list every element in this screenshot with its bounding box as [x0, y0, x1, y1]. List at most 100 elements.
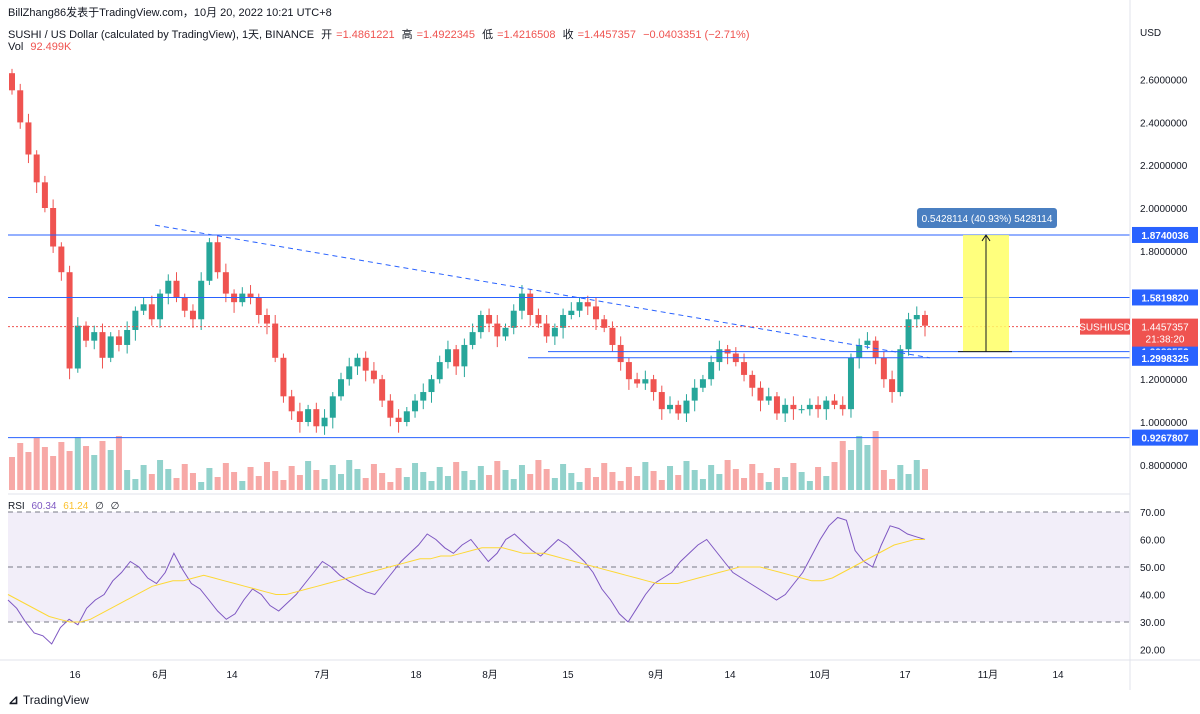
candle-body: [74, 325, 81, 369]
candle-body: [165, 280, 172, 294]
volume-bar: [412, 463, 419, 490]
volume-bar: [527, 474, 534, 490]
volume-bar: [897, 465, 904, 490]
candle-body: [33, 154, 40, 183]
price-tick-label: 1.2000000: [1140, 375, 1188, 386]
candle-body: [99, 332, 106, 358]
price-tick-label: 2.2000000: [1140, 161, 1188, 172]
candle-body: [494, 323, 501, 337]
volume-bar: [115, 436, 122, 490]
candle-body: [749, 374, 756, 388]
candle-body: [272, 323, 279, 358]
candle-body: [157, 293, 164, 320]
volume-bar: [17, 443, 24, 490]
symbol-line: SUSHI / US Dollar (calculated by Trading…: [8, 29, 315, 41]
candle-body: [741, 362, 748, 375]
candle-body: [691, 387, 698, 401]
rsi-label: RSI: [8, 501, 25, 512]
volume-bar: [568, 473, 575, 490]
volume-bar: [535, 460, 542, 490]
volume-bar: [214, 477, 221, 490]
price-pane[interactable]: 0.5428114 (40.93%) 5428114: [8, 68, 1130, 490]
level-label-bg: [1132, 226, 1198, 243]
candle-body: [543, 323, 550, 337]
price-tick-label: 0.8000000: [1140, 461, 1188, 472]
volume-bar: [551, 478, 558, 490]
candle-body: [568, 310, 575, 315]
volume-bar: [617, 481, 624, 490]
level-label-bg: [1132, 349, 1198, 366]
volume-bar: [189, 473, 196, 490]
candle-body: [922, 315, 928, 326]
volume-bar: [140, 465, 147, 490]
candle-body: [864, 340, 871, 345]
price-tick-label: 2.6000000: [1140, 76, 1188, 87]
candle-body: [699, 379, 706, 388]
volume-bar: [395, 468, 402, 490]
volume-bar: [922, 469, 928, 490]
volume-bar: [25, 452, 32, 490]
volume-bar: [272, 471, 279, 490]
level-label: 1.5819820: [1141, 293, 1189, 304]
volume-bar: [790, 463, 797, 490]
volume-bar: [263, 462, 270, 490]
volume-bar: [444, 476, 451, 490]
volume-bar: [765, 482, 772, 490]
volume-bar: [338, 474, 345, 490]
rsi-pane[interactable]: [7, 511, 1130, 645]
volume-bar: [856, 436, 863, 490]
volume-bar: [288, 466, 295, 490]
time-tick-label: 11月: [978, 669, 998, 681]
candle-body: [609, 327, 616, 345]
measure-label-bg: [917, 208, 1057, 228]
rsi-ma-value: 61.24: [63, 501, 89, 512]
candle-body: [708, 362, 715, 380]
candle-body: [83, 325, 90, 341]
candle-body: [395, 417, 402, 422]
rsi-tick-label: 40.00: [1140, 591, 1165, 602]
volume-bar: [576, 482, 583, 490]
candle-body: [379, 379, 386, 401]
candle-body: [313, 409, 320, 427]
volume-bar: [239, 481, 246, 490]
candle-body: [305, 409, 312, 422]
volume-bar: [280, 480, 287, 490]
candle-body: [510, 310, 517, 328]
candle-body: [412, 400, 419, 412]
watermark: BillZhang86发表于TradingView.com，10月 20, 20…: [8, 7, 332, 19]
volume-bar: [741, 478, 748, 490]
rsi-ma-line: [7, 539, 925, 623]
candle-body: [362, 357, 369, 371]
candle-body: [296, 411, 303, 422]
level-label: 1.2998325: [1141, 354, 1189, 365]
rsi-value: 60.34: [31, 501, 57, 512]
candle-body: [880, 357, 887, 380]
candle-body: [214, 242, 221, 273]
volume-bar: [749, 464, 756, 490]
candle-body: [338, 379, 345, 397]
volume-bar: [469, 480, 476, 490]
candle-body: [634, 379, 641, 384]
candle-body: [91, 332, 98, 341]
volume-bar: [148, 474, 155, 490]
candle-body: [782, 404, 789, 414]
volume-bar: [477, 466, 484, 490]
volume-bar: [206, 468, 213, 490]
candle-body: [263, 315, 270, 324]
tradingview-logo[interactable]: ⊿ TradingView: [8, 692, 89, 708]
candle-body: [617, 344, 624, 363]
volume-bar: [847, 450, 854, 490]
candle-body: [798, 409, 805, 411]
candle-body: [189, 310, 196, 320]
candle-body: [518, 293, 525, 311]
volume-bar: [66, 451, 73, 490]
volume-bar: [601, 463, 608, 490]
volume-bar: [165, 469, 172, 490]
time-tick-label: 8月: [482, 669, 498, 681]
volume-bar: [518, 465, 525, 490]
price-tick-label: 1.0000000: [1140, 418, 1188, 429]
volume-bar: [99, 441, 106, 490]
candle-body: [642, 379, 649, 384]
volume-bar: [634, 476, 641, 490]
